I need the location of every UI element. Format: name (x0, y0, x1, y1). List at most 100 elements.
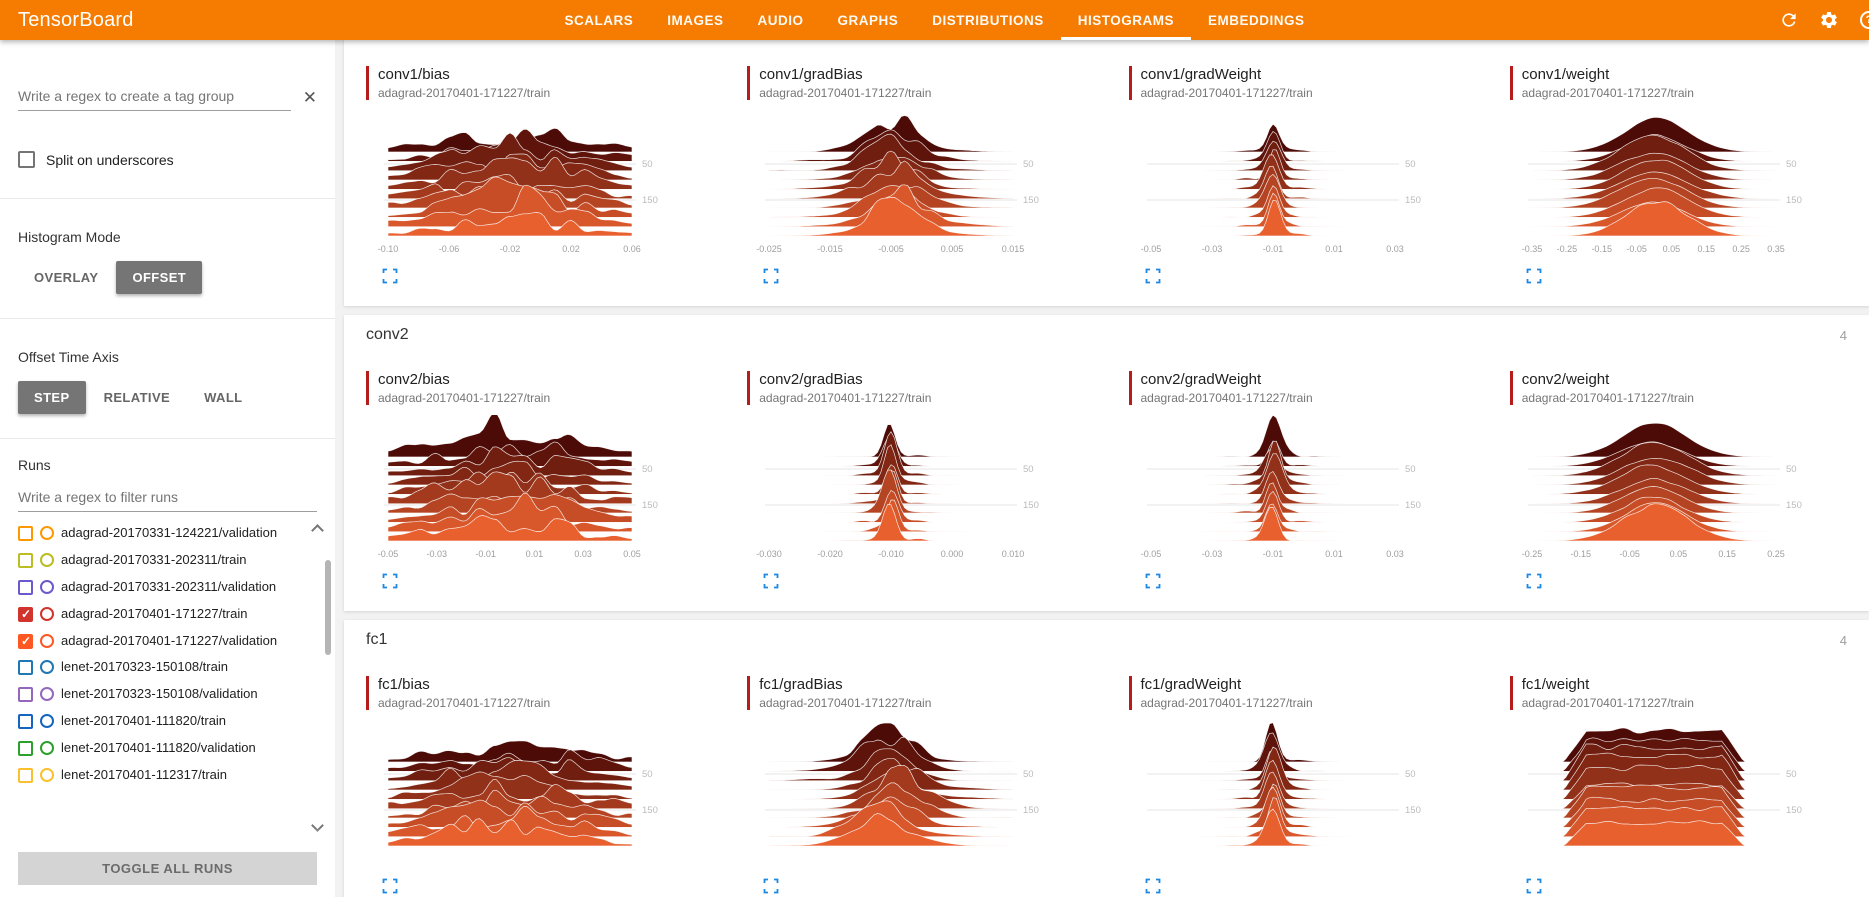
run-item[interactable]: adagrad-20170331-124221/validation (18, 520, 309, 547)
svg-text:0.25: 0.25 (1732, 244, 1750, 254)
offset-axis-relative-button[interactable]: RELATIVE (88, 381, 187, 414)
ridgeline-histogram-chart[interactable]: 50 150 -0.05 -0.03 -0.01 0.01 0.03 (1133, 415, 1443, 571)
svg-text:-0.05: -0.05 (1140, 549, 1161, 559)
svg-text:150: 150 (1786, 805, 1802, 816)
expand-icon[interactable] (382, 878, 398, 894)
run-item[interactable]: lenet-20170323-150108/validation (18, 681, 309, 708)
ridgeline-histogram-chart[interactable]: 50 150 (370, 720, 680, 876)
expand-icon[interactable] (763, 878, 779, 894)
help-icon[interactable]: ? (1859, 10, 1869, 30)
nav-tab-scalars[interactable]: SCALARS (564, 12, 634, 28)
run-radio[interactable] (40, 660, 54, 675)
ridgeline-histogram-chart[interactable]: 50 150 -0.05 -0.03 -0.01 0.01 0.03 (1133, 110, 1443, 266)
chart-title: conv1/weight (1521, 66, 1610, 83)
tag-regex-input[interactable] (18, 84, 291, 111)
expand-icon[interactable] (763, 268, 779, 284)
ridgeline-histogram-chart[interactable]: 50 150 -0.05 -0.03 -0.01 0.01 0.03 0.05 (370, 415, 680, 571)
ridgeline-histogram-chart[interactable]: 50 150 -0.025 -0.015 -0.005 0.005 0.015 (751, 110, 1061, 266)
ridgeline-histogram-chart[interactable]: 50 150 -0.35 -0.25 -0.15 -0.05 0.05 0.15 0.25 0.3… (1514, 110, 1824, 266)
category-header[interactable]: fc1 4 (344, 620, 1869, 660)
nav-tab-audio[interactable]: AUDIO (757, 12, 804, 28)
expand-icon[interactable] (763, 573, 779, 589)
expand-icon[interactable] (1145, 268, 1161, 284)
expand-icon[interactable] (1145, 878, 1161, 894)
split-underscores-checkbox[interactable] (18, 151, 35, 168)
chart-title-block: conv1/gradBias adagrad-20170401-171227/t… (747, 66, 1098, 100)
split-underscores-row[interactable]: Split on underscores (0, 111, 335, 198)
offset-axis-wall-button[interactable]: WALL (188, 381, 258, 414)
run-radio[interactable] (40, 687, 54, 702)
category-count: 4 (1839, 632, 1847, 648)
run-checkbox[interactable] (18, 687, 33, 703)
run-item[interactable]: adagrad-20170401-171227/validation (18, 628, 309, 655)
expand-icon[interactable] (382, 573, 398, 589)
runs-list: adagrad-20170331-124221/validation adagr… (0, 512, 335, 844)
ridgeline-histogram-chart[interactable]: 50 150 -0.25 -0.15 -0.05 0.05 0.15 0.25 (1514, 415, 1824, 571)
run-radio[interactable] (40, 606, 54, 621)
expand-icon[interactable] (1145, 573, 1161, 589)
run-radio[interactable] (40, 714, 54, 729)
ridgeline-histogram-chart[interactable]: 50 150 -0.10 -0.06 -0.02 0.02 0.06 (370, 110, 680, 266)
expand-icon[interactable] (1526, 268, 1542, 284)
run-checkbox[interactable] (18, 768, 33, 784)
run-item[interactable]: adagrad-20170331-202311/train (18, 547, 309, 574)
svg-text:-0.35: -0.35 (1521, 244, 1542, 254)
run-item[interactable]: adagrad-20170401-171227/train (18, 601, 309, 628)
svg-text:50: 50 (1405, 159, 1416, 170)
svg-text:150: 150 (1405, 500, 1421, 511)
run-checkbox[interactable] (18, 714, 33, 730)
run-radio[interactable] (40, 768, 54, 783)
run-item[interactable]: lenet-20170401-112317/train (18, 762, 309, 789)
toggle-all-runs-button[interactable]: TOGGLE ALL RUNS (18, 852, 317, 885)
ridgeline-histogram-chart[interactable]: 50 150 (1133, 720, 1443, 876)
run-radio[interactable] (40, 552, 54, 567)
run-checkbox[interactable] (18, 579, 33, 595)
histogram-card-conv2-gradWeight: conv2/gradWeight adagrad-20170401-171227… (1107, 367, 1488, 607)
run-checkbox[interactable] (18, 741, 33, 757)
svg-text:-0.015: -0.015 (817, 244, 843, 254)
svg-text:50: 50 (1786, 769, 1797, 780)
svg-text:0.06: 0.06 (623, 244, 641, 254)
run-radio[interactable] (40, 633, 54, 648)
run-radio[interactable] (40, 741, 54, 756)
run-item[interactable]: adagrad-20170331-202311/validation (18, 574, 309, 601)
expand-icon[interactable] (1526, 878, 1542, 894)
category-cards: fc1/bias adagrad-20170401-171227/train 5… (344, 660, 1869, 897)
svg-text:-0.01: -0.01 (475, 549, 496, 559)
ridgeline-histogram-chart[interactable]: 50 150 (1514, 720, 1824, 876)
ridgeline-histogram-chart[interactable]: 50 150 (751, 720, 1061, 876)
run-checkbox[interactable] (18, 526, 33, 541)
run-checkbox[interactable] (18, 660, 33, 676)
settings-icon[interactable] (1819, 10, 1839, 30)
histogram-mode-offset-button[interactable]: OFFSET (116, 261, 203, 294)
expand-icon[interactable] (382, 268, 398, 284)
nav-tab-images[interactable]: IMAGES (667, 12, 724, 28)
runs-scrollbar[interactable] (325, 560, 331, 655)
scroll-down-icon[interactable] (311, 819, 324, 832)
nav-tab-embeddings[interactable]: EMBEDDINGS (1208, 12, 1305, 28)
run-item[interactable]: lenet-20170401-111820/validation (18, 735, 309, 762)
run-checkbox[interactable] (18, 552, 33, 568)
nav-tab-distributions[interactable]: DISTRIBUTIONS (932, 12, 1044, 28)
category-header[interactable]: conv2 4 (344, 315, 1869, 355)
run-item[interactable]: lenet-20170401-111820/train (18, 708, 309, 735)
svg-text:-0.03: -0.03 (1201, 244, 1222, 254)
expand-icon[interactable] (1526, 573, 1542, 589)
refresh-icon[interactable] (1779, 10, 1799, 30)
nav-tab-histograms[interactable]: HISTOGRAMS (1060, 0, 1192, 40)
run-checkbox[interactable] (18, 633, 33, 649)
run-radio[interactable] (40, 526, 54, 540)
category-header[interactable]: conv1 4 (344, 40, 1869, 50)
close-icon[interactable]: ✕ (302, 88, 317, 107)
svg-text:-0.15: -0.15 (1570, 549, 1591, 559)
offset-axis-step-button[interactable]: STEP (18, 381, 86, 414)
run-item[interactable]: lenet-20170323-150108/train (18, 654, 309, 681)
run-name: adagrad-20170401-171227/validation (61, 632, 278, 648)
run-radio[interactable] (40, 579, 54, 594)
run-checkbox[interactable] (18, 606, 33, 622)
scroll-up-icon[interactable] (311, 524, 324, 537)
histogram-mode-overlay-button[interactable]: OVERLAY (18, 261, 114, 294)
ridgeline-histogram-chart[interactable]: 50 150 -0.030 -0.020 -0.010 0.000 0.010 (751, 415, 1061, 571)
nav-tab-graphs[interactable]: GRAPHS (837, 12, 899, 28)
runs-filter-input[interactable] (18, 485, 317, 512)
